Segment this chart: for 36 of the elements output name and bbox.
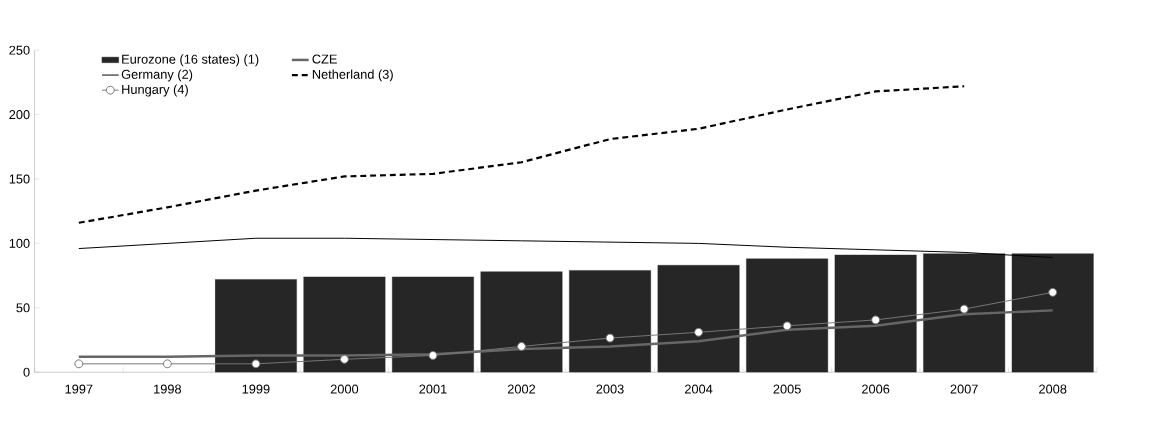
y-tick-label: 200 bbox=[9, 109, 30, 120]
point bbox=[1048, 287, 1058, 297]
legend-label: Netherland (3) bbox=[312, 69, 393, 82]
point bbox=[782, 321, 792, 331]
point bbox=[517, 341, 526, 351]
x-tick-label: 2003 bbox=[596, 384, 624, 394]
y-tick-label: 150 bbox=[9, 174, 30, 184]
x-tick-label: 2005 bbox=[773, 384, 801, 394]
point bbox=[871, 315, 881, 325]
x-tick-label: 2001 bbox=[419, 384, 447, 394]
point bbox=[428, 350, 438, 360]
y-tick-label: 250 bbox=[9, 45, 30, 55]
point bbox=[74, 359, 84, 369]
x-tick-label: 2008 bbox=[1039, 384, 1067, 394]
legend-label: CZE bbox=[312, 54, 337, 64]
point bbox=[959, 304, 969, 314]
point bbox=[694, 327, 703, 337]
point bbox=[340, 354, 349, 364]
x-tick-label: 1998 bbox=[154, 384, 182, 394]
legend-label: Hungary (4) bbox=[122, 84, 188, 97]
x-tick-label: 2004 bbox=[684, 384, 713, 394]
point bbox=[605, 333, 615, 343]
point bbox=[162, 359, 172, 369]
x-tick-label: 1997 bbox=[65, 384, 93, 394]
legend-label: Germany (2) bbox=[121, 69, 193, 82]
x-tick-label: 2000 bbox=[330, 384, 359, 394]
y-tick-label: 100 bbox=[9, 238, 30, 248]
y-tick-label: 50 bbox=[16, 303, 30, 313]
line-series bbox=[77, 85, 966, 224]
x-tick-label: 2007 bbox=[950, 384, 978, 394]
point bbox=[251, 359, 261, 369]
x-tick-label: 1999 bbox=[242, 384, 270, 394]
legend-label: Eurozone (16 states) (1) bbox=[122, 54, 259, 67]
x-tick-label: 2006 bbox=[862, 384, 890, 394]
y-tick-label: 0 bbox=[23, 367, 30, 377]
x-tick-label: 2002 bbox=[507, 384, 536, 394]
